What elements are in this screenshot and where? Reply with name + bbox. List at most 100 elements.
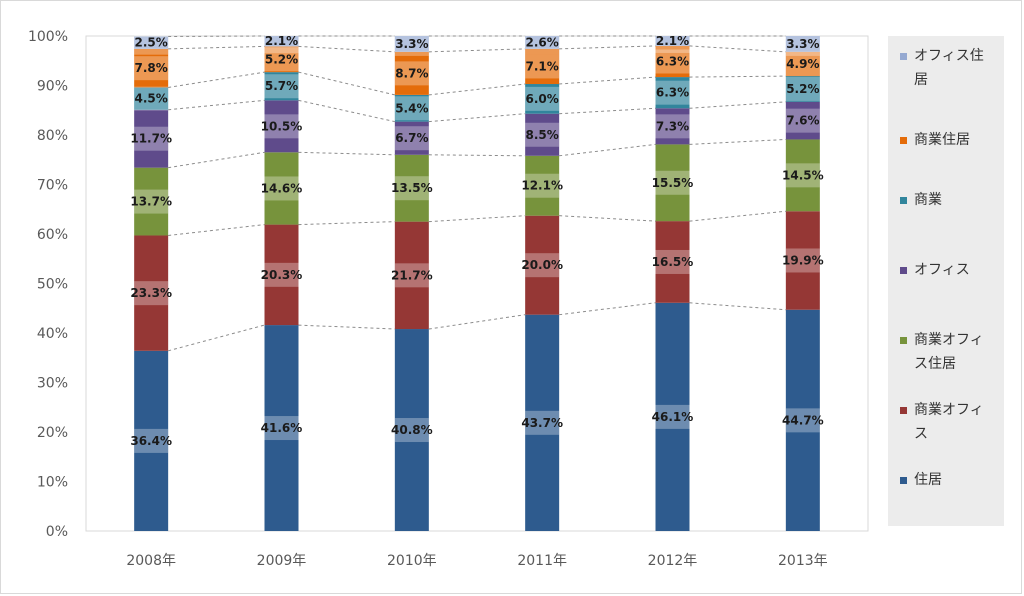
series-line (168, 99, 265, 111)
series-line (559, 302, 656, 316)
series-line (559, 143, 656, 157)
legend-swatch (900, 197, 907, 204)
series-line (298, 221, 395, 226)
data-label: 12.1% (521, 179, 563, 193)
bar-segment (264, 152, 299, 225)
data-label: 14.5% (782, 168, 824, 182)
bar-segment (655, 77, 690, 109)
legend-label: ス住居 (914, 356, 956, 372)
data-label-bg (394, 96, 429, 121)
series-line (168, 224, 265, 236)
data-label-bg (134, 126, 169, 151)
bar-segment (134, 167, 169, 236)
y-tick-label: 40% (37, 326, 68, 342)
data-label-bg (525, 173, 560, 198)
bar-segment (655, 221, 690, 303)
data-label-bg (525, 86, 560, 111)
y-tick-label: 80% (37, 128, 68, 144)
data-label-bg (525, 253, 560, 278)
x-tick-label: 2013年 (778, 553, 828, 569)
data-label: 46.1% (652, 410, 694, 424)
data-labels: 36.4% 41.6% 40.8% 43.7% 46.1% 44.7% 23.3% 20.3%… (130, 28, 824, 453)
data-label: 11.7% (130, 132, 172, 146)
y-tick-label: 0% (46, 524, 68, 540)
bar-segment (394, 51, 429, 95)
data-label-bg (655, 28, 690, 53)
data-label: 2.5% (135, 36, 168, 50)
legend-label: オフィス (914, 262, 970, 278)
bar-segment (394, 221, 429, 330)
data-label-bg (525, 122, 560, 147)
bar-segment (394, 94, 429, 122)
bar-segment (525, 314, 560, 531)
data-label-bg (655, 170, 690, 195)
x-tick-label: 2009年 (257, 553, 307, 569)
data-label: 6.0% (526, 92, 559, 106)
x-tick-label: 2010年 (387, 553, 437, 569)
data-label-bg (264, 74, 299, 99)
data-label-bg (134, 189, 169, 214)
legend-item: 商業住居 (900, 128, 1000, 152)
data-label-bg (134, 30, 169, 55)
data-label-bg (655, 114, 690, 139)
data-label: 44.7% (782, 413, 824, 427)
data-label: 13.7% (130, 195, 172, 209)
data-label-bg (264, 176, 299, 201)
series-line (428, 314, 526, 330)
data-label-bg (655, 49, 690, 74)
bar-segment (264, 224, 299, 326)
series-line (298, 45, 395, 53)
data-label: 43.7% (521, 416, 563, 430)
data-label-bg (785, 163, 820, 188)
data-label: 7.1% (526, 59, 559, 73)
data-label: 5.4% (395, 101, 428, 115)
data-label-bg (785, 76, 820, 101)
data-label-bg (264, 29, 299, 54)
data-label: 10.5% (261, 119, 303, 133)
x-tick-label: 2008年 (126, 553, 176, 569)
bar-segment (785, 36, 820, 52)
bar-segment (264, 36, 299, 47)
data-label: 36.4% (130, 434, 172, 448)
series-line (689, 138, 786, 145)
data-label: 7.6% (786, 114, 819, 128)
legend-swatch (900, 337, 907, 344)
legend-item: 商業 (900, 188, 1000, 212)
data-label-bg (264, 416, 299, 441)
data-label-bg (394, 418, 429, 443)
series-lines (168, 35, 786, 352)
data-label: 8.5% (526, 128, 559, 142)
data-label: 6.3% (656, 86, 689, 100)
bar-segment (785, 139, 820, 212)
legend-swatch (900, 53, 907, 60)
y-tick-label: 100% (28, 29, 68, 45)
bar-segment (785, 309, 820, 531)
data-label: 5.2% (265, 52, 298, 66)
data-label: 13.5% (391, 181, 433, 195)
data-label-bg (134, 86, 169, 111)
series-line (559, 76, 656, 85)
data-label: 20.0% (521, 258, 563, 272)
data-label-bg (134, 281, 169, 306)
y-tick-label: 10% (37, 475, 68, 491)
data-label-bg (785, 31, 820, 56)
plot-area (85, 35, 869, 532)
legend-label: 商業 (914, 192, 942, 208)
y-tick-label: 90% (37, 79, 68, 95)
data-label: 16.5% (652, 255, 694, 269)
data-label-bg (134, 56, 169, 81)
data-label-bg (785, 51, 820, 76)
data-label-bg (525, 410, 560, 435)
data-label-bg (785, 408, 820, 433)
legend-swatch (900, 477, 907, 484)
bar-segment (525, 36, 560, 49)
bar-segment (134, 48, 169, 88)
bar-segment (655, 144, 690, 222)
data-label: 6.3% (656, 54, 689, 68)
data-label-bg (394, 176, 429, 201)
data-label-bg (264, 262, 299, 287)
bar-segment (785, 101, 820, 140)
legend-label: 商業住居 (914, 132, 970, 148)
series-line (168, 324, 265, 352)
